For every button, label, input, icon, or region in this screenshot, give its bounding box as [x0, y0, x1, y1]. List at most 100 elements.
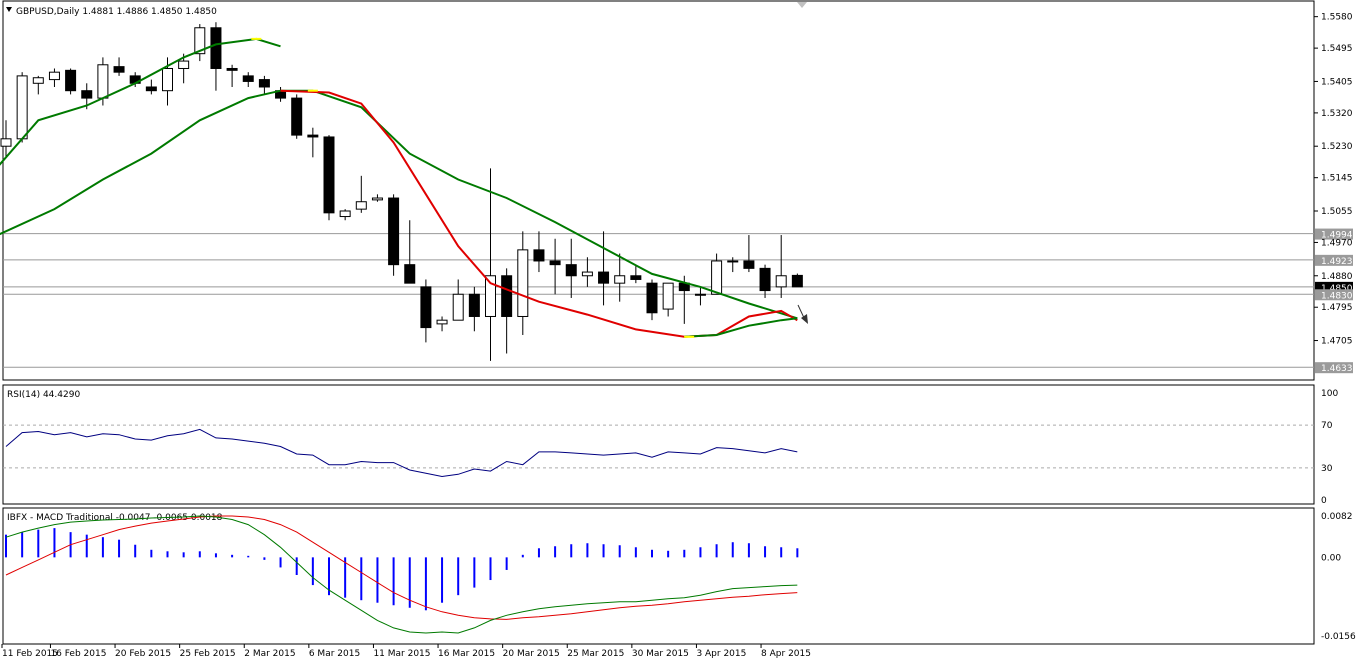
time-tick-label: 11 Feb 2015	[2, 649, 58, 659]
candle	[65, 68, 77, 95]
time-tick-label: 25 Mar 2015	[567, 649, 624, 659]
candle	[371, 194, 383, 202]
price-tick-label: 1.5230	[1321, 142, 1353, 152]
candle	[549, 238, 561, 295]
macd-panel[interactable]	[2, 507, 1315, 645]
level-tag-label: 1.4923	[1321, 257, 1353, 267]
price-tick-label: 1.5145	[1321, 174, 1353, 184]
candle	[485, 168, 496, 361]
macd-tick-label: -0.0156	[1321, 632, 1356, 642]
candle	[598, 231, 610, 306]
level-tag	[1315, 362, 1353, 374]
candle	[258, 75, 270, 95]
price-axis: 1.5580 1.5495 1.5405 1.5320 1.5230 1.5145 1.50…	[1314, 13, 1353, 347]
candle	[501, 268, 513, 354]
down-arrow-annotation	[797, 304, 808, 324]
time-tick-label: 6 Mar 2015	[309, 649, 360, 659]
candle	[614, 253, 626, 302]
ma-fast-lower-line	[684, 317, 798, 338]
ma-fast-line	[280, 89, 798, 338]
candle	[581, 257, 593, 287]
time-tick-label: 16 Mar 2015	[438, 649, 495, 659]
candle	[646, 279, 658, 321]
candle	[339, 209, 351, 221]
candle	[388, 194, 400, 276]
time-tick-label: 3 Apr 2015	[696, 649, 746, 659]
level-tag-label: 1.4830	[1321, 291, 1353, 301]
time-tick-label: 30 Mar 2015	[632, 649, 689, 659]
candle	[565, 238, 577, 298]
time-tick-label: 25 Feb 2015	[180, 649, 236, 659]
price-tick-label: 1.5320	[1321, 109, 1353, 119]
candle	[307, 127, 319, 158]
level-tag-label: 1.4633	[1321, 364, 1353, 374]
level-tag	[1315, 228, 1353, 240]
candle	[226, 64, 238, 87]
macd-indicator: 0.0082 0.00 -0.0156	[5, 512, 1356, 642]
time-tick-label: 16 Feb 2015	[50, 649, 106, 659]
rsi-panel[interactable]	[2, 384, 1315, 505]
candle	[694, 286, 706, 306]
macd-signal-line	[5, 515, 798, 620]
candle	[662, 282, 674, 317]
candle	[759, 264, 771, 298]
rsi-tick-label: 30	[1321, 464, 1333, 474]
candle	[291, 94, 303, 139]
price-tick-label: 1.5055	[1321, 207, 1353, 217]
macd-label: IBFX - MACD Traditional -0.0047 -0.0065 …	[7, 513, 223, 523]
candle	[323, 135, 335, 221]
candle	[743, 235, 755, 273]
price-tick-label: 1.4970	[1321, 238, 1353, 248]
chart-title: GBPUSD,Daily 1.4881 1.4886 1.4850 1.4850	[16, 7, 217, 17]
ma-slow-line	[0, 89, 798, 320]
chart-menu-triangle-icon[interactable]	[6, 7, 12, 12]
rsi-line	[5, 428, 798, 478]
ma-fast-upper-line	[0, 37, 281, 166]
level-tag	[1315, 254, 1353, 266]
level-tag-label: 1.4994	[1321, 231, 1353, 241]
candle	[113, 57, 125, 76]
time-tick-label: 11 Mar 2015	[373, 649, 430, 659]
candle	[533, 231, 545, 273]
candle	[775, 235, 787, 298]
candle	[711, 253, 723, 295]
rsi-indicator: 100 70 30 0	[3, 389, 1338, 506]
price-tick-label: 1.4705	[1321, 337, 1353, 347]
rsi-tick-label: 100	[1321, 389, 1338, 399]
candle	[0, 120, 12, 158]
time-tick-label: 20 Feb 2015	[115, 649, 171, 659]
candle	[178, 53, 190, 84]
price-tick-label: 1.5495	[1321, 44, 1353, 54]
candle	[145, 79, 157, 95]
candle	[32, 75, 44, 95]
candle	[727, 257, 739, 273]
time-tick-label: 2 Mar 2015	[244, 649, 295, 659]
price-panel[interactable]	[2, 0, 1315, 381]
candle	[210, 22, 222, 91]
candle	[48, 68, 60, 87]
candle	[16, 72, 28, 143]
candle	[452, 279, 464, 321]
candle	[468, 286, 480, 332]
candle	[436, 316, 448, 332]
price-tick-label: 1.4880	[1321, 272, 1353, 282]
candle	[420, 279, 432, 343]
candle	[630, 264, 642, 284]
scroll-marker-icon[interactable]	[797, 2, 807, 8]
time-tick-label: 8 Apr 2015	[761, 649, 811, 659]
candle	[517, 231, 529, 335]
candle	[791, 273, 803, 288]
macd-tick-label: 0.00	[1321, 553, 1341, 563]
macd-tick-label: 0.0082	[1321, 512, 1353, 522]
candle	[242, 72, 254, 87]
level-tag	[1315, 289, 1353, 301]
candle	[355, 175, 367, 213]
level-tag	[1315, 281, 1353, 293]
price-tick-label: 1.4795	[1321, 303, 1353, 313]
rsi-tick-label: 0	[1321, 496, 1327, 506]
candle	[404, 220, 416, 284]
